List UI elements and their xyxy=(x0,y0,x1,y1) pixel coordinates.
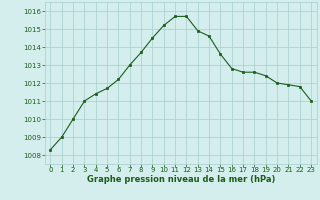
X-axis label: Graphe pression niveau de la mer (hPa): Graphe pression niveau de la mer (hPa) xyxy=(87,175,275,184)
